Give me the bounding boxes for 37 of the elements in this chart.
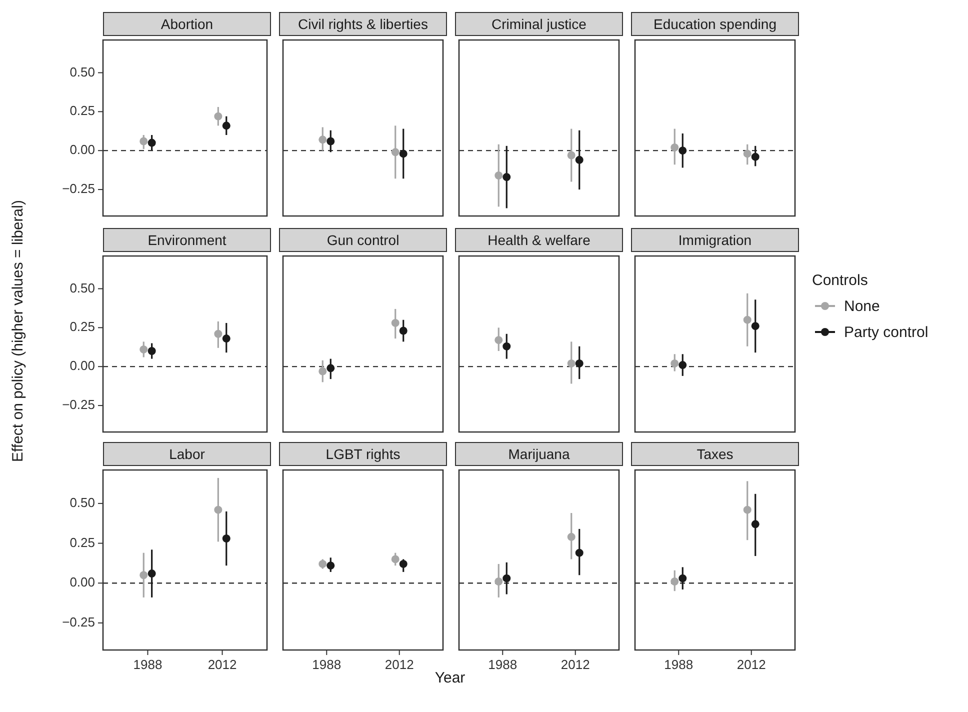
x-tick-label: 1988 <box>664 657 694 672</box>
y-tick-label: 0.00 <box>70 574 95 590</box>
chart-title: Immigration <box>631 228 799 252</box>
x-tick-label: 1988 <box>133 657 162 672</box>
chart-title: Environment <box>103 228 271 252</box>
y-tick-label: 0.25 <box>70 103 95 118</box>
x-tick-label: 2012 <box>736 657 766 672</box>
chart-title: Labor <box>103 442 271 466</box>
x-tick-label: 1988 <box>312 657 342 672</box>
y-tick-label: 0.50 <box>70 64 95 80</box>
y-tick-label: −0.25 <box>62 614 95 630</box>
chart-title: Gun control <box>279 228 447 252</box>
chart-title: Criminal justice <box>455 12 623 36</box>
chart-title: Education spending <box>631 12 799 36</box>
legend-label: Party control <box>844 324 928 340</box>
x-tick-label: 1988 <box>488 657 518 672</box>
x-axis-title: Year <box>434 670 466 686</box>
y-axis-title: Effect on policy (higher values = liberal) <box>10 200 26 462</box>
y-tick-label: 0.50 <box>70 280 95 296</box>
y-tick-label: 0.00 <box>70 142 95 158</box>
y-tick-label: 0.25 <box>70 534 95 550</box>
x-tick-label: 2012 <box>384 657 414 672</box>
chart-title: LGBT rights <box>279 442 447 466</box>
y-tick-label: 0.00 <box>70 358 95 374</box>
y-tick-label: −0.25 <box>62 181 95 196</box>
y-tick-label: 0.50 <box>70 495 95 510</box>
legend-title: Controls <box>812 272 869 289</box>
legend-label: None <box>844 298 880 314</box>
chart-title: Civil rights & liberties <box>279 12 447 36</box>
x-tick-label: 2012 <box>560 657 590 672</box>
chart-title: Health & welfare <box>455 228 623 252</box>
chart-title: Taxes <box>631 442 799 466</box>
chart-title: Abortion <box>103 12 271 36</box>
y-tick-label: −0.25 <box>62 397 95 412</box>
x-tick-label: 2012 <box>208 657 237 672</box>
y-tick-label: 0.25 <box>70 319 95 334</box>
chart-title: Marijuana <box>455 442 623 466</box>
